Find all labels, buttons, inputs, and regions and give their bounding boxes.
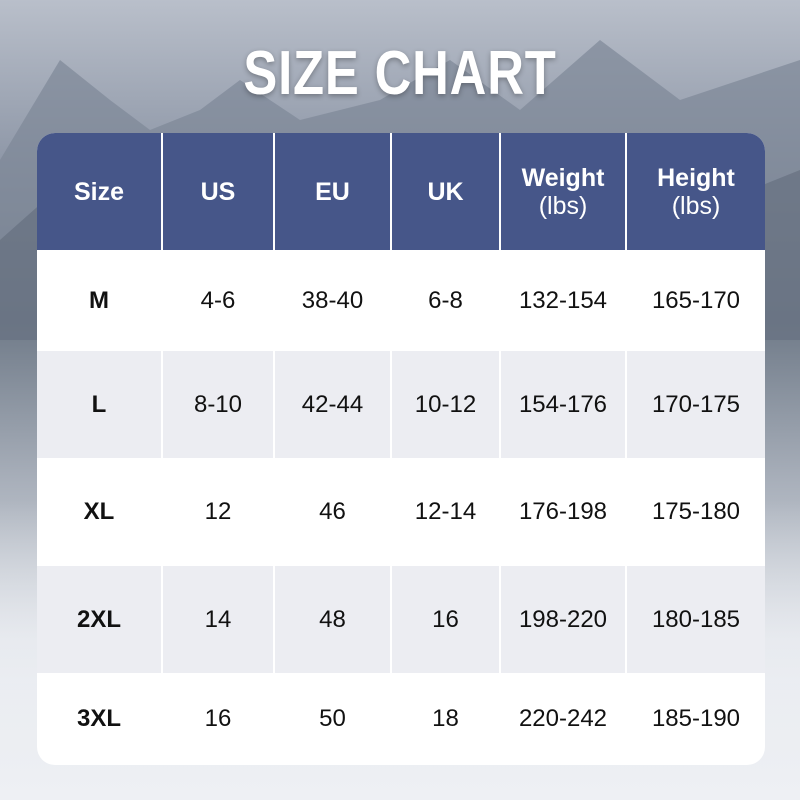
header-label: Weight: [521, 163, 605, 192]
header-label: Size: [73, 177, 125, 206]
column-header-size: Size: [37, 133, 163, 250]
table-cell: 16: [392, 566, 501, 673]
table-cell: 132-154: [501, 250, 627, 351]
header-label: UK: [427, 177, 464, 206]
size-label-cell: 3XL: [37, 673, 163, 765]
header-label: Height: [657, 163, 735, 192]
table-cell: 18: [392, 673, 501, 765]
table-cell: 180-185: [627, 566, 765, 673]
column-header-weight: Weight (lbs): [501, 133, 627, 250]
table-cell: 4-6: [163, 250, 275, 351]
size-label-cell: 2XL: [37, 566, 163, 673]
column-header-height: Height (lbs): [627, 133, 765, 250]
size-label-cell: L: [37, 351, 163, 458]
header-label: EU: [315, 177, 350, 206]
table-cell: 10-12: [392, 351, 501, 458]
table-cell: 220-242: [501, 673, 627, 765]
table-cell: 198-220: [501, 566, 627, 673]
size-label-cell: XL: [37, 458, 163, 566]
table-cell: 170-175: [627, 351, 765, 458]
column-header-us: US: [163, 133, 275, 250]
column-header-eu: EU: [275, 133, 392, 250]
table-cell: 185-190: [651, 705, 741, 732]
table-cell: 6-8: [392, 250, 501, 351]
header-unit: (lbs): [671, 191, 721, 220]
table-cell: 8-10: [163, 351, 275, 458]
table-cell: 14: [163, 566, 275, 673]
table-cell: 176-198: [501, 458, 627, 566]
column-header-uk: UK: [392, 133, 501, 250]
table-cell: 38-40: [275, 250, 392, 351]
size-label-cell: M: [37, 250, 163, 351]
table-cell: 12-14: [392, 458, 501, 566]
table-cell: 50: [275, 673, 392, 765]
header-label: US: [200, 177, 236, 206]
table-cell: 16: [163, 673, 275, 765]
header-unit: (lbs): [538, 191, 588, 220]
page-title: SIZE CHART: [243, 39, 557, 108]
table-cell: 154-176: [501, 351, 627, 458]
table-cell: 48: [275, 566, 392, 673]
table-cell: 46: [275, 458, 392, 566]
table-cell: 165-170: [651, 286, 741, 314]
size-table: Size US EU UK Weight (lbs) Height (lbs) M 4-6 38-4…: [37, 133, 765, 765]
table-cell: 42-44: [275, 351, 392, 458]
table-cell: 12: [163, 458, 275, 566]
table-cell: 175-180: [651, 498, 741, 525]
